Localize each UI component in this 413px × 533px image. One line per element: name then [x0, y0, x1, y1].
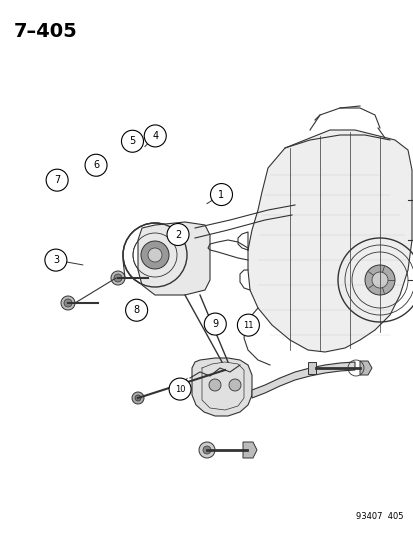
Circle shape — [228, 379, 240, 391]
Polygon shape — [252, 362, 354, 398]
Circle shape — [202, 446, 211, 454]
Text: 2: 2 — [174, 230, 181, 239]
Text: 3: 3 — [53, 255, 59, 265]
Text: 4: 4 — [152, 131, 158, 141]
Polygon shape — [192, 358, 252, 416]
Text: 1: 1 — [218, 190, 224, 199]
Circle shape — [210, 183, 232, 206]
Circle shape — [147, 248, 161, 262]
Polygon shape — [307, 362, 315, 374]
Circle shape — [141, 241, 169, 269]
Circle shape — [111, 271, 125, 285]
Text: 11: 11 — [242, 321, 253, 329]
Polygon shape — [138, 222, 209, 295]
Circle shape — [46, 169, 68, 191]
Text: 5: 5 — [129, 136, 135, 146]
Circle shape — [371, 272, 387, 288]
Circle shape — [199, 442, 214, 458]
Circle shape — [61, 296, 75, 310]
Text: 10: 10 — [174, 385, 185, 393]
Polygon shape — [247, 130, 411, 352]
Circle shape — [64, 299, 72, 307]
Polygon shape — [359, 361, 371, 375]
Circle shape — [204, 313, 226, 335]
Circle shape — [85, 154, 107, 176]
Circle shape — [135, 395, 141, 401]
Text: 7–405: 7–405 — [14, 22, 78, 41]
Circle shape — [121, 130, 143, 152]
Circle shape — [166, 223, 189, 246]
Circle shape — [147, 248, 161, 262]
Circle shape — [237, 314, 259, 336]
Text: 7: 7 — [54, 175, 60, 185]
Text: 93407  405: 93407 405 — [356, 512, 403, 521]
Circle shape — [209, 379, 221, 391]
Circle shape — [132, 392, 144, 404]
Polygon shape — [242, 442, 256, 458]
Circle shape — [45, 249, 67, 271]
Circle shape — [169, 378, 191, 400]
Circle shape — [114, 274, 122, 282]
Circle shape — [364, 265, 394, 295]
Text: 6: 6 — [93, 160, 99, 170]
Text: 8: 8 — [133, 305, 139, 315]
Circle shape — [141, 241, 169, 269]
Circle shape — [144, 125, 166, 147]
Text: 9: 9 — [212, 319, 218, 329]
Circle shape — [125, 299, 147, 321]
